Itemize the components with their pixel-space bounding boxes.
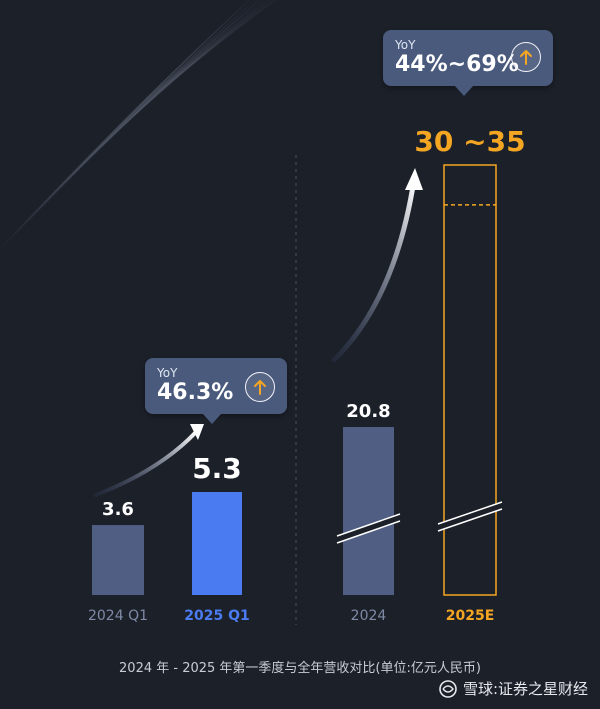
axis-break-gap	[438, 502, 502, 531]
yoy-bubble-fy: YoY 44%~69%	[383, 30, 553, 96]
value-label-0: 3.6	[102, 499, 134, 520]
category-label-1: 2025 Q1	[184, 608, 249, 624]
chart-footnote: 2024 年 - 2025 年第一季度与全年营收对比(单位:亿元人民币)	[119, 661, 481, 676]
bars-group	[92, 164, 503, 596]
labels-group: 3.6 2024 Q1 5.3 2025 Q1 20.8 2024 30 ~35 2025E	[88, 125, 526, 624]
bar-2025-q1	[192, 492, 242, 595]
light-streak	[43, 0, 278, 207]
axis-break-line	[336, 513, 401, 537]
category-label-0: 2024 Q1	[88, 608, 148, 624]
yoy-bubble-q1: YoY 46.3%	[145, 358, 287, 424]
growth-arrow-fy-head	[405, 168, 423, 190]
decorative-light-streaks	[0, 0, 278, 251]
axis-break-line	[336, 520, 401, 544]
yoy-label-q1: YoY	[157, 366, 178, 380]
category-label-3: 2025E	[446, 608, 495, 624]
up-arrow-icon	[511, 42, 541, 72]
yoy-label-fy: YoY	[395, 38, 416, 52]
yoy-value-q1: 46.3%	[157, 380, 234, 405]
light-streak	[25, 0, 271, 225]
bar-2025e	[443, 164, 497, 596]
growth-arrow-q1	[94, 430, 198, 497]
axis-break-line	[437, 501, 503, 525]
growth-arrow-fy	[331, 177, 417, 363]
bar-2024-q1	[92, 525, 144, 595]
snowball-logo-icon	[439, 679, 457, 698]
light-streak	[7, 0, 262, 243]
watermark-text: 雪球:证券之星财经	[462, 680, 588, 698]
up-arrow-icon	[245, 372, 275, 402]
axis-break-line	[437, 508, 503, 532]
light-streak	[34, 0, 274, 216]
value-label-3: 30 ~35	[414, 125, 525, 158]
category-label-2: 2024	[351, 608, 387, 624]
axis-break-gap	[337, 514, 400, 543]
growth-arrow-q1-head	[190, 424, 204, 440]
light-streak	[16, 0, 266, 234]
bar-2024	[343, 427, 394, 595]
value-label-1: 5.3	[192, 452, 242, 485]
value-label-2: 20.8	[346, 401, 390, 422]
yoy-value-fy: 44%~69%	[395, 52, 519, 77]
watermark: 雪球:证券之星财经	[438, 678, 588, 699]
light-streak	[0, 0, 256, 251]
